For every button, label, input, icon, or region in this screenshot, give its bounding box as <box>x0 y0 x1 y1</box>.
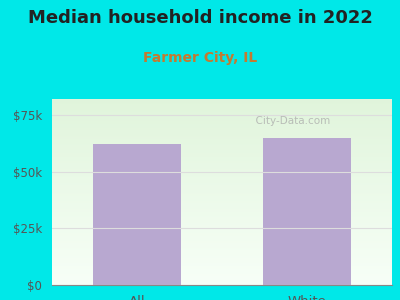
Bar <box>93 144 181 285</box>
Bar <box>263 138 351 285</box>
Text: Farmer City, IL: Farmer City, IL <box>143 51 257 65</box>
Text: City-Data.com: City-Data.com <box>249 116 330 126</box>
Text: Median household income in 2022: Median household income in 2022 <box>28 9 372 27</box>
